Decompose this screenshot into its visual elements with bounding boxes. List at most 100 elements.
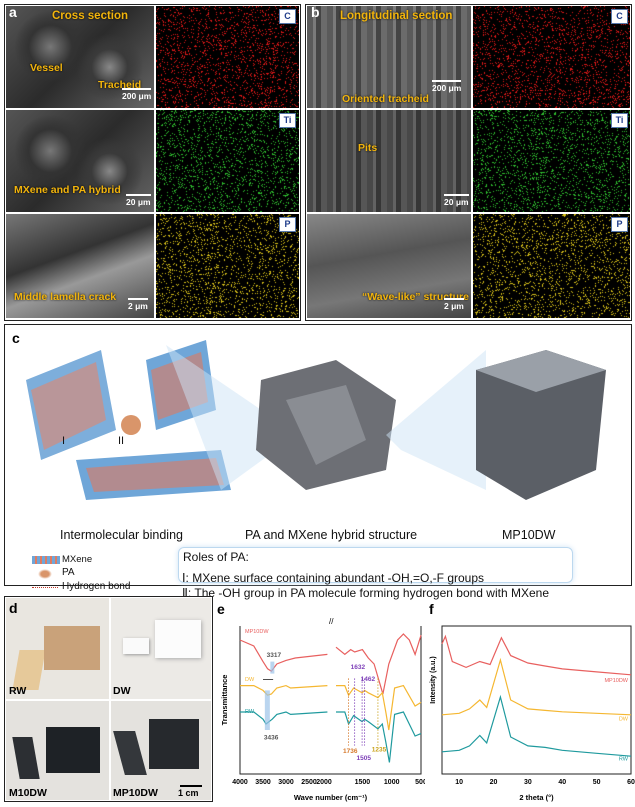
eds-map-ti xyxy=(473,110,630,212)
panel-c xyxy=(4,324,632,586)
element-badge-c: C xyxy=(279,9,296,24)
scale-bar: 20 μm xyxy=(444,194,469,207)
peak-label-1736: 1736 xyxy=(343,748,358,755)
eds-map-ti xyxy=(156,110,299,212)
peak-label-1462: 1462 xyxy=(361,676,376,683)
scale-bar: 2 μm xyxy=(128,298,148,311)
legend-hydrogen-bond: Hydrogen bond xyxy=(62,581,131,592)
mxene-stack-bottom xyxy=(76,450,231,500)
panel-d xyxy=(4,596,213,802)
schematic-illustration xyxy=(26,340,606,500)
eds-dots xyxy=(473,214,630,318)
legend-label: MP10DW xyxy=(245,629,269,635)
peak-label-1632: 1632 xyxy=(351,664,366,671)
legend-pa-icon xyxy=(38,569,52,579)
sample-label-mp10dw: MP10DW xyxy=(113,787,158,799)
photo-rw xyxy=(6,598,109,699)
element-badge-c: C xyxy=(611,9,628,24)
plot-frame xyxy=(441,625,632,775)
element-badge-ti: Ti xyxy=(611,113,628,128)
scale-bar: 2 μm xyxy=(444,298,464,311)
caption-hybrid-structure: PA and MXene hybrid structure xyxy=(245,528,418,542)
roman-two: II xyxy=(118,435,125,447)
zoom-cone xyxy=(166,345,276,490)
x-tick-label: 40 xyxy=(558,779,566,786)
band-3317 xyxy=(270,661,275,674)
series-line-rw xyxy=(336,711,422,763)
roles-of-pa-box: Roles of PA: xyxy=(178,547,573,583)
label-middle-lamella-crack: Middle lamella crack xyxy=(14,291,117,303)
peak-label-3317: 3317 xyxy=(267,652,282,659)
y-axis-label: Intensity (a.u.) xyxy=(430,656,437,703)
series-line-dw xyxy=(240,684,328,696)
legend-label: RW xyxy=(245,709,255,715)
photo-m10dw xyxy=(6,701,109,800)
label-pits: Pits xyxy=(358,142,378,154)
series-line-mp10dw xyxy=(239,639,328,673)
legend-label: RW xyxy=(619,757,629,763)
label-wave-like-structure: “Wave-like” structure xyxy=(362,291,469,303)
scale-bar-label: 1 cm xyxy=(178,788,199,798)
x-axis-label: Wave number (cm⁻¹) xyxy=(294,793,368,802)
panel-b-label: b xyxy=(311,4,320,20)
sample-label-dw: DW xyxy=(113,685,131,697)
eds-dots xyxy=(156,6,299,108)
x-tick-label: 3500 xyxy=(255,779,271,786)
panel-a xyxy=(4,4,301,321)
roman-one: I xyxy=(62,435,66,447)
peak-label-1235: 1235 xyxy=(372,747,387,754)
legend-label: DW xyxy=(619,717,629,723)
x-tick-label: 1500 xyxy=(355,779,371,786)
plot-frame xyxy=(239,626,422,775)
legend-mxene-icon xyxy=(32,556,60,564)
panel-d-label: d xyxy=(9,600,18,616)
eds-dots xyxy=(473,110,630,212)
caption-mp10dw: MP10DW xyxy=(502,528,556,542)
x-tick-label: 2000 xyxy=(316,779,332,786)
role-two: Ⅱ: The -OH group in PA molecule forming … xyxy=(182,586,549,600)
eds-map-c xyxy=(156,6,299,108)
panel-c-label: c xyxy=(12,330,20,346)
series-line-mp10dw xyxy=(335,633,422,695)
eds-map-c xyxy=(473,6,630,108)
label-vessel: Vessel xyxy=(30,62,63,74)
x-tick-label: 1000 xyxy=(384,779,400,786)
element-badge-p: P xyxy=(279,217,296,232)
legend-label: DW xyxy=(245,677,255,683)
caption-intermolecular-binding: Intermolecular binding xyxy=(60,528,183,542)
x-tick-label: 50 xyxy=(593,779,601,786)
label-oriented-tracheid: Oriented tracheid xyxy=(342,93,429,105)
eds-map-p xyxy=(156,214,299,318)
panel-b xyxy=(305,4,632,321)
title-longitudinal-section: Longitudinal section xyxy=(340,10,453,22)
scale-bar-line xyxy=(180,785,202,787)
scale-bar: 200 μm xyxy=(122,88,151,101)
role-one: Ⅰ: MXene surface containing abundant -OH… xyxy=(182,571,485,585)
x-tick-label: 60 xyxy=(627,779,635,786)
band-3436 xyxy=(264,690,270,730)
panel-e-label: e xyxy=(217,601,225,617)
peak-label-3436: 3436 xyxy=(264,735,279,742)
panel-f-label: f xyxy=(429,601,434,617)
xrd-chart: f MP10DW DW RW 10 20 30 40 50 60 2 theta (°) Intens… xyxy=(429,601,635,802)
axis-break-mark: // xyxy=(329,617,334,626)
mp10dw-block xyxy=(476,350,606,500)
photo-dw xyxy=(111,598,211,699)
legend-label: MP10DW xyxy=(604,678,628,684)
series-line-rw xyxy=(240,711,328,725)
legend-hydrogen-bond-icon xyxy=(32,587,58,588)
x-tick-label: 30 xyxy=(524,779,532,786)
sample-label-m10dw: M10DW xyxy=(9,787,47,799)
hybrid-structure xyxy=(256,360,396,490)
x-axis-label: 2 theta (°) xyxy=(519,793,554,802)
label-mxene-pa-hybrid: MXene and PA hybrid xyxy=(14,184,121,196)
zoom-cone xyxy=(386,350,486,490)
photo-mp10dw xyxy=(111,701,211,800)
x-tick-label: 3000 xyxy=(278,779,294,786)
series-line-mp10dw xyxy=(441,634,632,676)
series-line-rw xyxy=(441,694,632,757)
x-tick-label: 10 xyxy=(455,779,463,786)
eds-dots xyxy=(156,214,299,318)
scale-bar: 20 μm xyxy=(126,194,151,207)
